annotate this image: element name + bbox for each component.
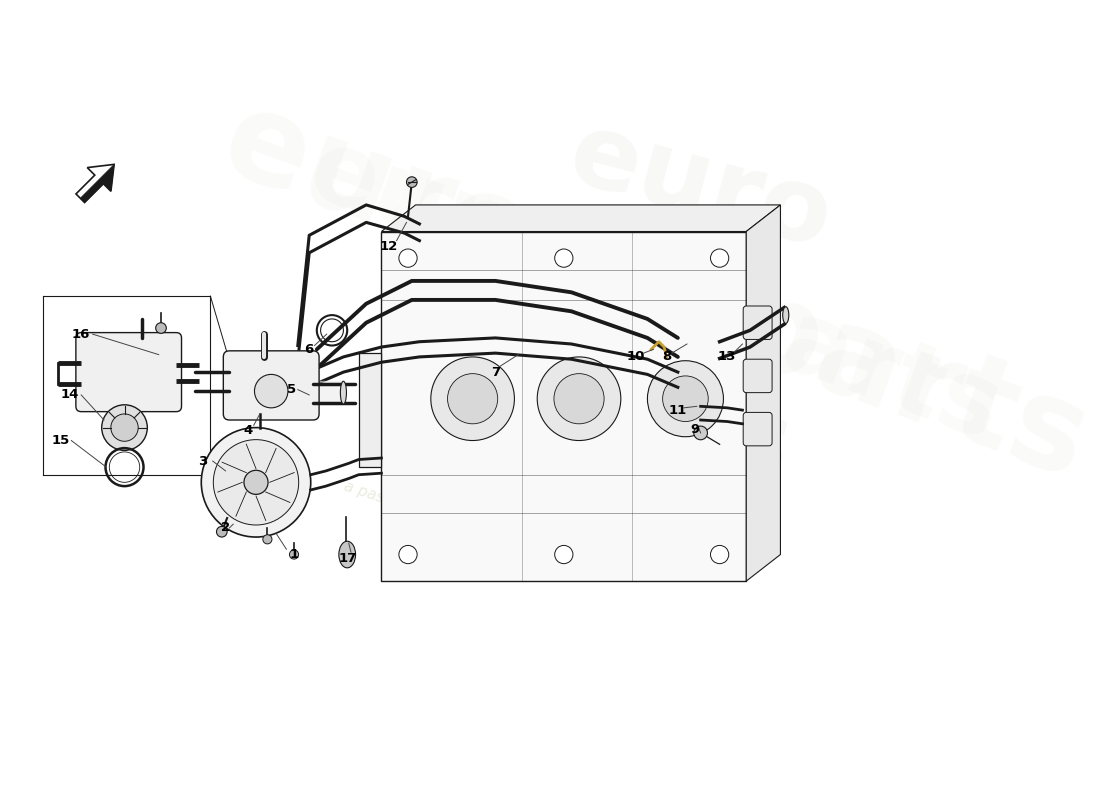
Circle shape — [217, 526, 227, 537]
Text: 3: 3 — [198, 454, 208, 467]
Circle shape — [156, 322, 166, 334]
FancyBboxPatch shape — [223, 351, 319, 420]
Text: 17: 17 — [338, 552, 356, 565]
Text: 16: 16 — [72, 328, 90, 341]
Circle shape — [694, 426, 707, 440]
FancyBboxPatch shape — [76, 333, 182, 412]
Ellipse shape — [783, 306, 789, 323]
Text: 15: 15 — [52, 434, 69, 447]
Circle shape — [554, 374, 604, 424]
Text: eurocarparts: eurocarparts — [207, 80, 1100, 505]
Text: 10: 10 — [627, 350, 646, 363]
Circle shape — [254, 374, 288, 408]
Text: 5: 5 — [287, 383, 296, 396]
Text: 9: 9 — [690, 422, 700, 436]
Ellipse shape — [339, 542, 355, 568]
Polygon shape — [76, 164, 114, 202]
Circle shape — [213, 440, 299, 525]
Circle shape — [662, 376, 708, 422]
Polygon shape — [382, 205, 780, 231]
FancyBboxPatch shape — [744, 306, 772, 339]
Circle shape — [407, 177, 417, 187]
Circle shape — [399, 249, 417, 267]
Circle shape — [648, 361, 724, 437]
Circle shape — [244, 470, 268, 494]
Polygon shape — [746, 205, 780, 581]
Circle shape — [711, 249, 729, 267]
Polygon shape — [359, 353, 382, 467]
Text: 8: 8 — [662, 350, 671, 363]
Text: 11: 11 — [669, 404, 688, 417]
Text: 13: 13 — [718, 350, 736, 363]
Text: eurocarparts: eurocarparts — [296, 122, 1014, 462]
Circle shape — [448, 374, 497, 424]
Circle shape — [711, 546, 729, 564]
Circle shape — [554, 249, 573, 267]
Circle shape — [399, 546, 417, 564]
Circle shape — [431, 357, 515, 441]
Circle shape — [554, 546, 573, 564]
Circle shape — [263, 534, 272, 544]
Ellipse shape — [340, 382, 346, 404]
Text: 1985: 1985 — [565, 347, 729, 450]
Circle shape — [201, 428, 310, 537]
Polygon shape — [382, 231, 746, 581]
Polygon shape — [80, 164, 114, 202]
Text: 14: 14 — [60, 389, 79, 402]
Circle shape — [101, 405, 147, 450]
Text: a passion for auto parts since 1985: a passion for auto parts since 1985 — [342, 479, 604, 577]
Text: 4: 4 — [244, 424, 253, 437]
FancyBboxPatch shape — [744, 413, 772, 446]
Text: 12: 12 — [379, 240, 398, 254]
FancyBboxPatch shape — [744, 359, 772, 393]
Circle shape — [537, 357, 620, 441]
Circle shape — [111, 414, 139, 442]
Text: 7: 7 — [491, 366, 501, 378]
Text: euro
car
parts: euro car parts — [478, 98, 862, 502]
Circle shape — [289, 550, 298, 559]
Text: 1: 1 — [289, 548, 298, 561]
Text: 6: 6 — [305, 343, 314, 356]
Text: 2: 2 — [221, 522, 230, 534]
